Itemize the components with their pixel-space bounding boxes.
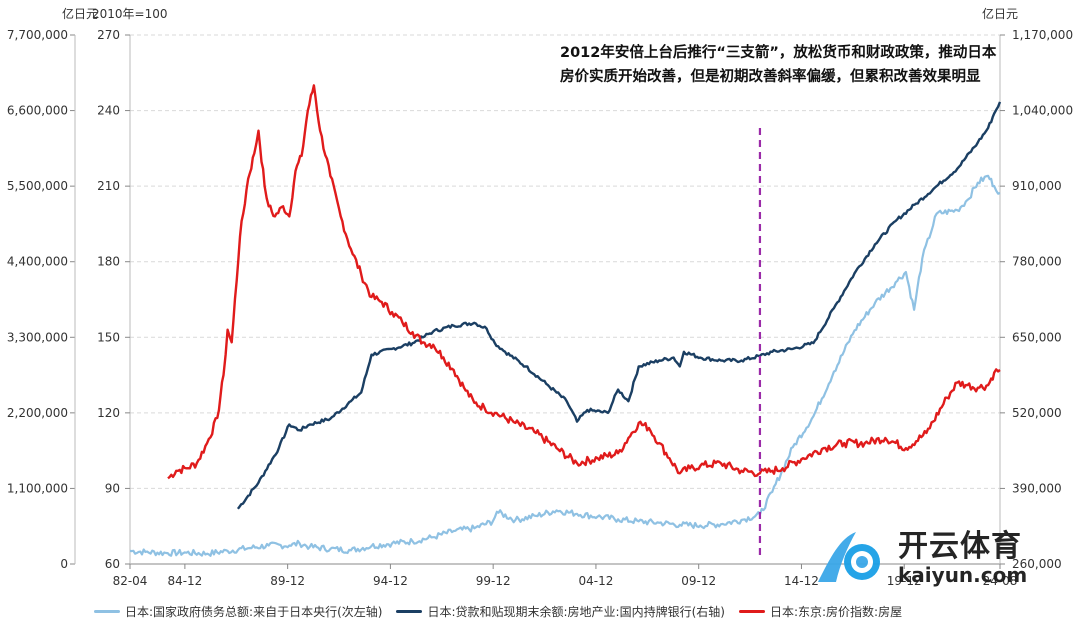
x-tick-label: 09-12	[681, 574, 716, 588]
tick-labels: 0 1,100,000 2,200,000 3,300,000 4,400,000 5,5…	[7, 28, 1073, 588]
watermark-cn: 开云体育	[898, 529, 1022, 564]
right-tick-label: 910,000	[1012, 179, 1062, 193]
x-tick-label: 14-12	[784, 574, 819, 588]
left-inner-tick-label: 60	[105, 557, 120, 571]
left-outer-tick-label: 3,300,000	[7, 330, 68, 344]
x-tick-label: 82-04	[113, 574, 148, 588]
right-tick-label: 520,000	[1012, 406, 1062, 420]
legend-swatch-red	[738, 610, 765, 613]
left-inner-tick-label: 150	[97, 330, 120, 344]
left-outer-tick-label: 2,200,000	[7, 406, 68, 420]
kaiyun-logo-icon	[818, 532, 880, 582]
right-tick-label: 260,000	[1012, 557, 1062, 571]
left-outer-tick-label: 0	[60, 557, 68, 571]
left-inner-tick-label: 90	[105, 481, 120, 495]
left-outer-tick-label: 6,600,000	[7, 104, 68, 118]
x-tick-label: 89-12	[270, 574, 305, 588]
right-tick-label: 780,000	[1012, 255, 1062, 269]
series-line-1	[236, 101, 1002, 510]
legend-swatch-dark-blue	[396, 610, 423, 613]
series-line-0	[129, 174, 1001, 557]
chart-annotation: 2012年安倍上台后推行“三支箭”，放松货币和财政政策，推动日本房价实质开始改善…	[560, 45, 997, 85]
left-inner-tick-label: 210	[97, 179, 120, 193]
watermark-en: kaiyun.com	[898, 563, 1028, 587]
x-tick-label: 99-12	[476, 574, 511, 588]
left-inner-axis-unit: 2010年=100	[92, 7, 168, 21]
legend-item-light-blue: 日本:国家政府债务总额:来自于日本央行(次左轴)	[94, 603, 382, 620]
left-inner-tick-label: 270	[97, 28, 120, 42]
left-outer-axis-unit: 亿日元	[62, 6, 98, 21]
legend-item-red: 日本:东京:房价指数:房屋	[738, 603, 903, 620]
left-inner-tick-label: 240	[97, 104, 120, 118]
left-outer-tick-label: 7,700,000	[7, 28, 68, 42]
left-outer-tick-label: 1,100,000	[7, 481, 68, 495]
right-tick-label: 390,000	[1012, 481, 1062, 495]
legend: 日本:国家政府债务总额:来自于日本央行(次左轴) 日本:贷款和贴现期末余额:房地…	[94, 603, 902, 620]
series-lines	[129, 84, 1002, 557]
right-tick-label: 1,170,000	[1012, 28, 1073, 42]
legend-label-dark-blue: 日本:贷款和贴现期末余额:房地产业:国内持牌银行(右轴)	[427, 605, 725, 619]
legend-item-dark-blue: 日本:贷款和贴现期末余额:房地产业:国内持牌银行(右轴)	[396, 603, 725, 620]
series-line-2	[167, 84, 1001, 480]
x-tick-label: 84-12	[167, 574, 202, 588]
x-tick-label: 24-08	[983, 574, 1018, 588]
legend-label-light-blue: 日本:国家政府债务总额:来自于日本央行(次左轴)	[125, 605, 383, 619]
watermark: 开云体育 kaiyun.com	[810, 528, 1027, 588]
x-tick-label: 04-12	[578, 574, 613, 588]
left-outer-tick-label: 5,500,000	[7, 179, 68, 193]
left-inner-tick-label: 120	[97, 406, 120, 420]
right-axis-unit: 亿日元	[982, 6, 1018, 21]
left-outer-tick-label: 4,400,000	[7, 255, 68, 269]
gridlines	[130, 34, 1000, 489]
left-inner-tick-label: 180	[97, 255, 120, 269]
right-tick-label: 650,000	[1012, 330, 1062, 344]
x-tick-label: 19-12	[887, 574, 922, 588]
x-tick-label: 94-12	[373, 574, 408, 588]
legend-label-red: 日本:东京:房价指数:房屋	[769, 605, 903, 619]
right-tick-label: 1,040,000	[1012, 104, 1073, 118]
legend-swatch-light-blue	[94, 610, 120, 613]
